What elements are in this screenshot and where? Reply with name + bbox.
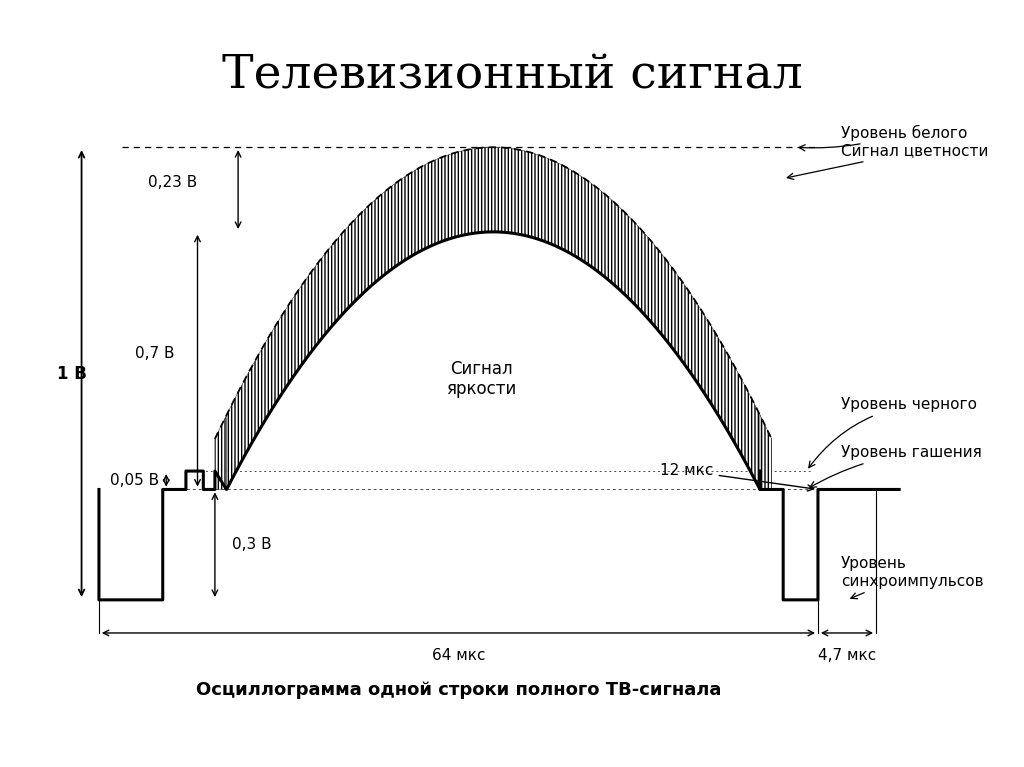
Text: 0,05 В: 0,05 В — [111, 472, 160, 488]
Text: Осциллограмма одной строки полного ТВ-сигнала: Осциллограмма одной строки полного ТВ-си… — [196, 681, 721, 699]
Text: Уровень
синхроимпульсов: Уровень синхроимпульсов — [841, 556, 984, 599]
Text: 64 мкс: 64 мкс — [432, 647, 485, 663]
Text: Уровень гашения: Уровень гашения — [810, 445, 982, 487]
Text: 1 В: 1 В — [57, 364, 87, 383]
Text: Сигнал цветности: Сигнал цветности — [787, 143, 988, 179]
Text: Уровень белого: Уровень белого — [799, 124, 968, 151]
Text: Телевизионный сигнал: Телевизионный сигнал — [221, 54, 803, 99]
Text: Уровень черного: Уровень черного — [809, 397, 977, 468]
Text: 0,23 В: 0,23 В — [148, 175, 198, 189]
Text: 12 мкс: 12 мкс — [660, 463, 814, 491]
Text: 4,7 мкс: 4,7 мкс — [818, 647, 877, 663]
Text: Сигнал
яркости: Сигнал яркости — [446, 360, 517, 399]
Text: 0,7 В: 0,7 В — [135, 346, 174, 360]
Text: 0,3 В: 0,3 В — [232, 537, 272, 552]
